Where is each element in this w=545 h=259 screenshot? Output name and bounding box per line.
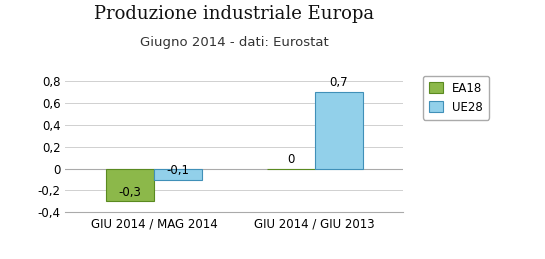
Bar [154, 169, 202, 179]
Text: 0,7: 0,7 [330, 76, 348, 89]
Bar [106, 169, 154, 202]
Text: 0: 0 [287, 153, 294, 166]
Text: Produzione industriale Europa: Produzione industriale Europa [94, 5, 374, 23]
Bar [315, 92, 363, 169]
Text: -0,3: -0,3 [118, 186, 141, 199]
Text: Giugno 2014 - dati: Eurostat: Giugno 2014 - dati: Eurostat [140, 36, 329, 49]
Legend: EA18, UE28: EA18, UE28 [423, 76, 489, 120]
Text: -0,1: -0,1 [167, 164, 190, 177]
